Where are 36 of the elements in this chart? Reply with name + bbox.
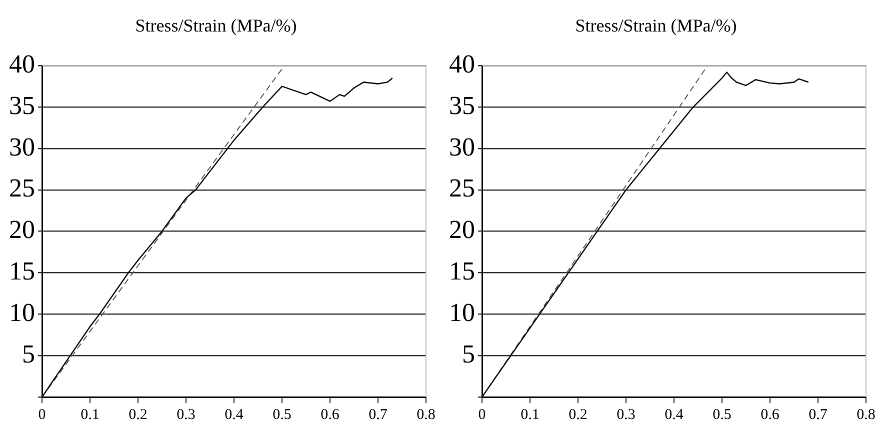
chart-title: Stress/Strain (MPa/%) (135, 16, 297, 36)
x-tick-label: 0.2 (568, 406, 588, 423)
y-tick-label: 5 (22, 339, 35, 368)
x-tick-label: 0.4 (224, 406, 244, 423)
y-tick-label: 20 (9, 215, 35, 244)
y-tick-label: 30 (449, 132, 475, 162)
x-tick-label: 0.3 (616, 406, 636, 423)
chart-title: Stress/Strain (MPa/%) (575, 16, 737, 36)
x-tick-label: 0.7 (368, 406, 388, 423)
y-tick-label: 25 (449, 174, 475, 203)
x-tick-label: 0.5 (272, 406, 292, 423)
x-tick-label: 0.2 (128, 406, 148, 423)
x-tick-label: 0.4 (664, 406, 684, 423)
y-tick-label: 5 (462, 339, 475, 368)
y-tick-label: 10 (449, 298, 475, 327)
x-tick-label: 0.7 (808, 406, 828, 423)
y-tick-label: 40 (9, 49, 35, 78)
y-tick-label: 10 (9, 298, 35, 327)
y-tick-label: 15 (9, 256, 35, 286)
y-tick-label: 25 (9, 174, 35, 203)
x-tick-label: 0.3 (176, 406, 196, 423)
x-tick-label: 0.5 (712, 406, 732, 423)
x-tick-label: 0 (478, 406, 486, 423)
y-tick-label: 20 (449, 215, 475, 244)
y-tick-label: 40 (449, 49, 475, 78)
x-tick-label: 0.8 (416, 406, 436, 423)
x-tick-label: 0.1 (520, 406, 540, 423)
x-tick-label: 0.6 (760, 406, 780, 423)
y-tick-label: 35 (9, 90, 35, 120)
x-tick-label: 0 (38, 406, 46, 423)
x-tick-label: 0.1 (80, 406, 100, 423)
x-tick-label: 0.6 (320, 406, 340, 423)
y-tick-label: 30 (9, 132, 35, 162)
y-tick-label: 35 (449, 90, 475, 120)
x-tick-label: 0.8 (856, 406, 876, 423)
y-tick-label: 15 (449, 256, 475, 286)
